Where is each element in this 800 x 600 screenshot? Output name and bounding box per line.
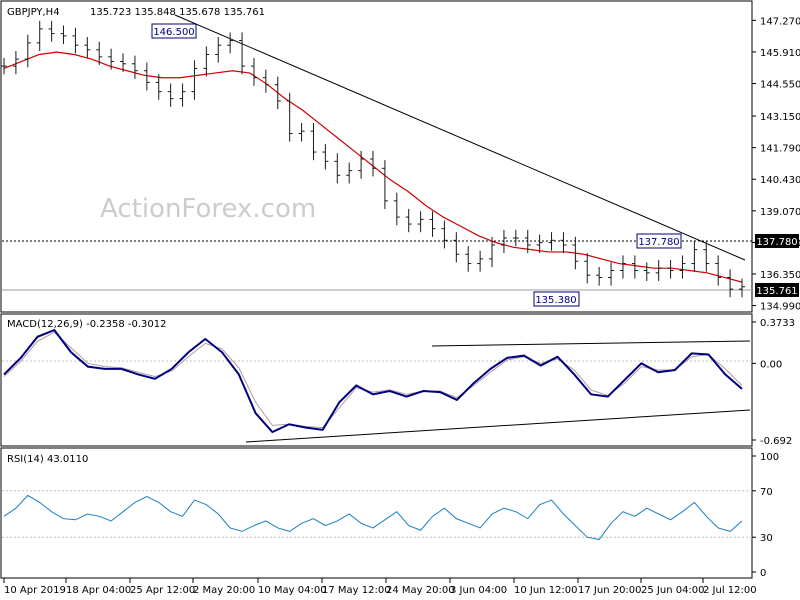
macd-main-line bbox=[3, 328, 743, 434]
resistance-axis-tag: 137.780 bbox=[755, 234, 799, 248]
rsi-tick-label: 100 bbox=[760, 452, 779, 463]
label-146500-text: 146.500 bbox=[153, 27, 194, 38]
time-tick-label: 10 Jun 12:00 bbox=[514, 585, 578, 596]
price-axis: 147.270 145.910 144.550 143.150 141.790 140.4… bbox=[752, 16, 800, 313]
time-tick-label: 10 Apr 2019 bbox=[4, 585, 66, 596]
time-tick-label: 2 May 20:00 bbox=[193, 585, 255, 596]
macd-tick-label: -0.692 bbox=[760, 436, 792, 447]
price-tick-label: 134.990 bbox=[760, 302, 800, 313]
macd-panel-frame bbox=[0, 313, 753, 447]
time-tick-label: 2 Jul 12:00 bbox=[703, 585, 757, 596]
rsi-level-lines bbox=[2, 490, 752, 538]
price-tick-label: 147.270 bbox=[760, 16, 800, 27]
rsi-tick-label: 0 bbox=[760, 568, 766, 579]
label-135380-text: 135.380 bbox=[535, 295, 576, 306]
last-price-axis-tag-text: 135.761 bbox=[756, 286, 797, 297]
time-tick-label: 17 May 12:00 bbox=[322, 585, 391, 596]
ohlc-values: 135.723 135.848 135.678 135.761 bbox=[90, 7, 265, 18]
price-tick-label: 144.550 bbox=[760, 80, 800, 91]
rsi-tick-label: 70 bbox=[760, 487, 773, 498]
downtrend-line bbox=[174, 14, 746, 261]
price-tick-label: 140.430 bbox=[760, 175, 800, 186]
label-137780: 137.780 bbox=[636, 233, 682, 249]
macd-signal-line bbox=[3, 331, 743, 429]
price-tick-label: 141.790 bbox=[760, 144, 800, 155]
price-tick-label: 143.150 bbox=[760, 112, 800, 123]
time-tick-label: 24 May 20:00 bbox=[386, 585, 455, 596]
symbol-label: GBPJPY,H4 bbox=[7, 7, 60, 18]
time-tick-label: 17 Jun 20:00 bbox=[578, 585, 642, 596]
rsi-line bbox=[3, 494, 743, 541]
last-price-axis-tag: 135.761 bbox=[755, 283, 799, 297]
label-146500: 146.500 bbox=[151, 23, 197, 39]
price-tick-label: 139.070 bbox=[760, 207, 800, 218]
rsi-axis: 100 70 30 0 bbox=[752, 452, 779, 579]
time-tick-label: 25 Apr 12:00 bbox=[130, 585, 195, 596]
resistance-axis-tag-text: 137.780 bbox=[756, 237, 797, 248]
macd-title: MACD(12,26,9) -0.2358 -0.3012 bbox=[7, 319, 167, 330]
watermark: ActionForex.com bbox=[100, 194, 316, 224]
time-tick-label: 3 Jun 04:00 bbox=[450, 585, 507, 596]
label-137780-text: 137.780 bbox=[638, 237, 679, 248]
time-tick-label: 18 Apr 04:00 bbox=[66, 585, 131, 596]
macd-upper-trendline bbox=[431, 340, 751, 347]
rsi-title: RSI(14) 43.0110 bbox=[7, 454, 88, 465]
macd-lower-trendline bbox=[245, 409, 751, 443]
price-bars bbox=[1, 20, 745, 298]
macd-axis: 0.3733 0.00 -0.692 bbox=[752, 318, 795, 447]
rsi-tick-label: 30 bbox=[760, 533, 773, 544]
price-tick-label: 136.350 bbox=[760, 270, 800, 281]
time-tick-label: 25 Jun 04:00 bbox=[641, 585, 705, 596]
price-panel-frame bbox=[0, 0, 753, 313]
time-tick-label: 10 May 04:00 bbox=[258, 585, 327, 596]
price-tick-label: 145.910 bbox=[760, 48, 800, 59]
macd-tick-label: 0.00 bbox=[760, 359, 782, 370]
macd-tick-label: 0.3733 bbox=[760, 318, 795, 329]
label-135380: 135.380 bbox=[533, 291, 580, 307]
